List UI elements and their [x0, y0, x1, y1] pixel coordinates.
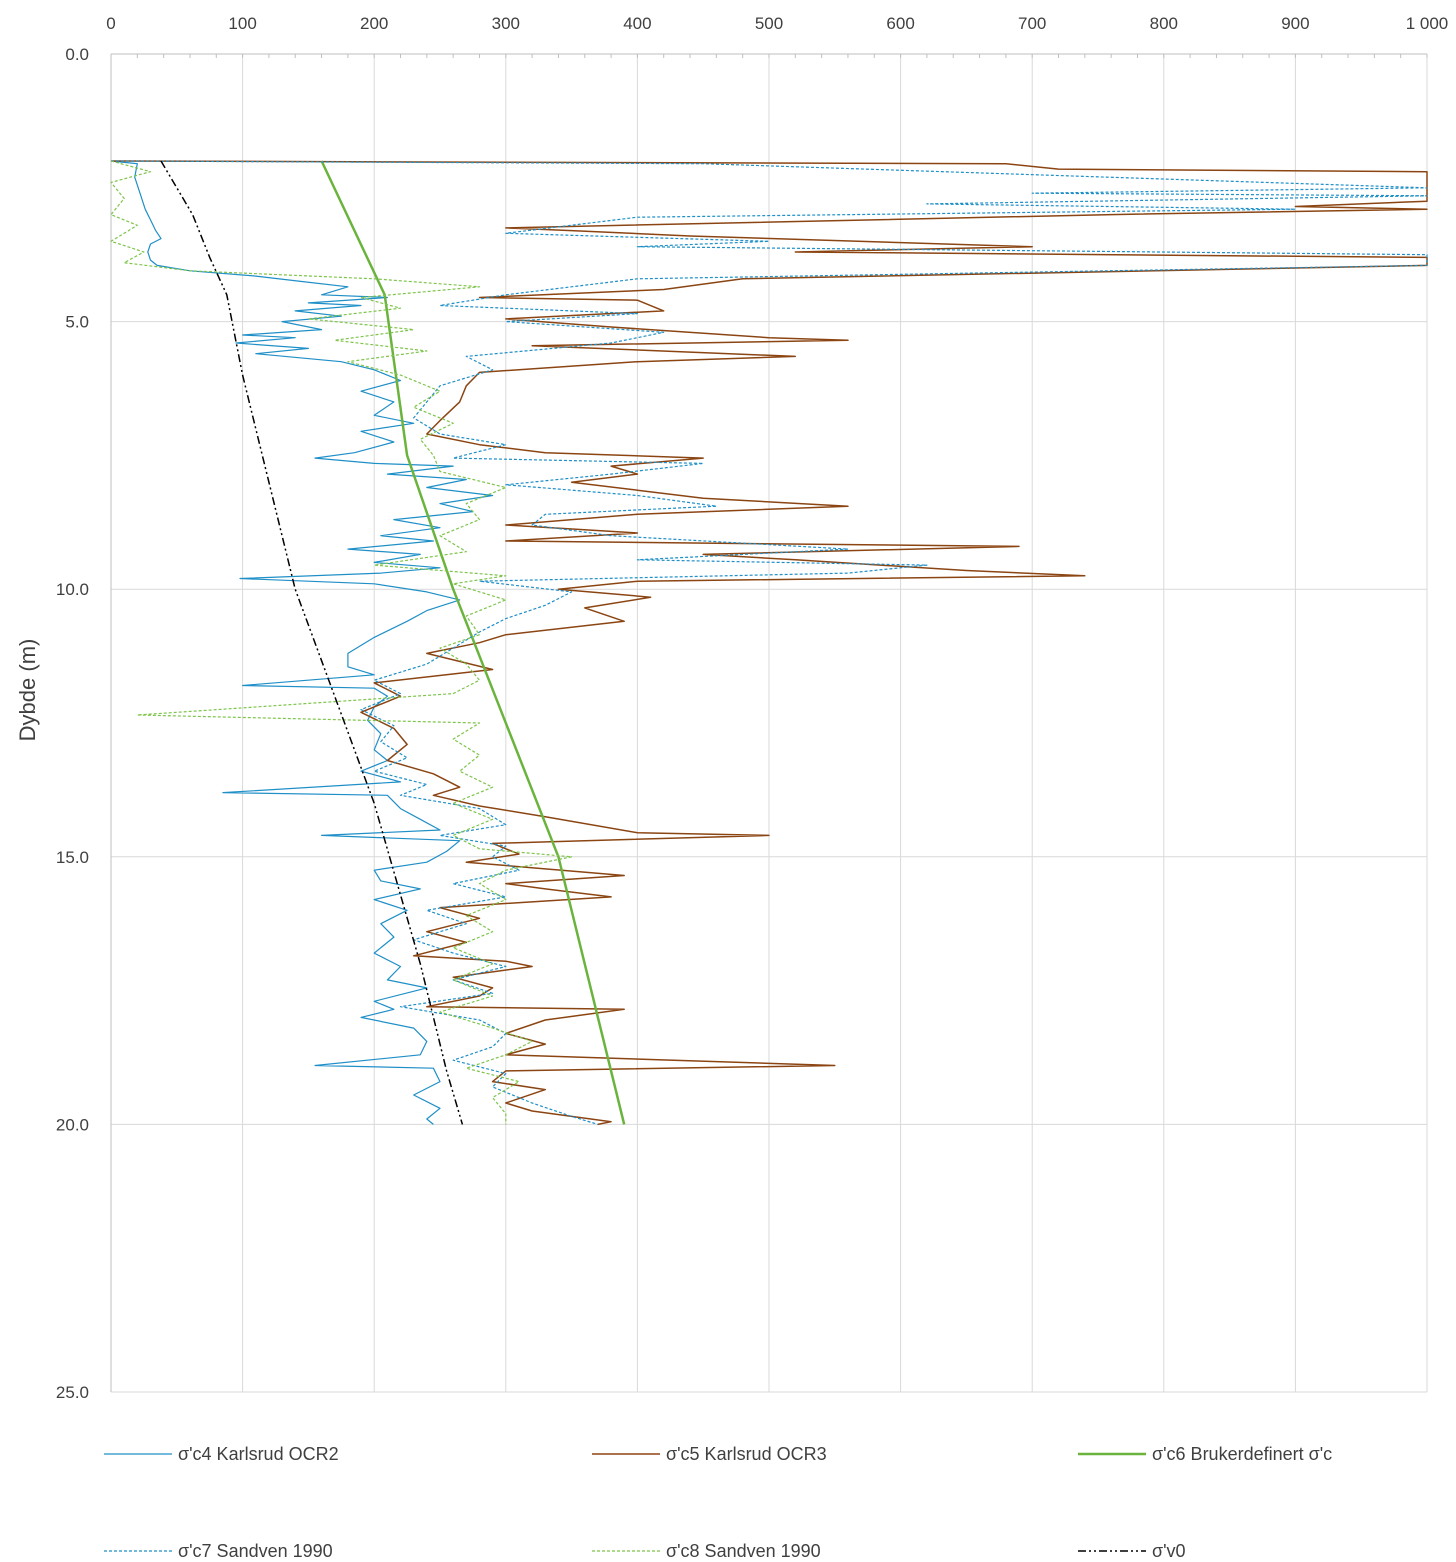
legend-label-5: σ'c8 Sandven 1990: [666, 1541, 821, 1561]
legend-label-4: σ'c7 Sandven 1990: [178, 1541, 333, 1561]
y-tick-label: 0.0: [65, 45, 89, 64]
x-axis-ticks: 0 100 200 300 400 500 600 700 800 900 1 000: [106, 14, 1448, 33]
x-tick-label: 800: [1150, 14, 1178, 33]
x-tick-label: 700: [1018, 14, 1046, 33]
legend-label-2: σ'c5 Karlsrud OCR3: [666, 1444, 827, 1464]
y-tick-label: 10.0: [56, 580, 89, 599]
x-tick-label: 200: [360, 14, 388, 33]
x-tick-label: 300: [492, 14, 520, 33]
legend: σ'c4 Karlsrud OCR2 σ'c5 Karlsrud OCR3 σ'c6…: [104, 1444, 1332, 1561]
legend-label-6: σ'v0: [1152, 1541, 1186, 1561]
legend-label-3: σ'c6 Brukerdefinert σ'c: [1152, 1444, 1332, 1464]
x-tick-label: 400: [623, 14, 651, 33]
y-tick-label: 20.0: [56, 1115, 89, 1134]
x-tick-label: 100: [228, 14, 256, 33]
series-line-1: [110, 160, 494, 1125]
legend-label-1: σ'c4 Karlsrud OCR2: [178, 1444, 339, 1464]
x-tick-label: 500: [755, 14, 783, 33]
series-line-6: [160, 160, 464, 1125]
y-tick-label: 25.0: [56, 1383, 89, 1402]
y-axis-ticks: 0.0 5.0 10.0 15.0 20.0 25.0: [56, 45, 89, 1402]
x-tick-label: 1 000: [1406, 14, 1449, 33]
x-tick-label: 0: [106, 14, 115, 33]
grid: [110, 53, 1428, 1393]
x-tick-label: 600: [886, 14, 914, 33]
y-axis-title: Dybde (m): [15, 639, 40, 742]
series-line-3: [320, 160, 626, 1125]
y-tick-label: 5.0: [65, 313, 89, 332]
y-tick-label: 15.0: [56, 848, 89, 867]
series-group: [110, 160, 1428, 1126]
series-line-2: [110, 160, 1428, 1126]
series-line-5: [110, 160, 573, 1125]
x-tick-label: 900: [1281, 14, 1309, 33]
